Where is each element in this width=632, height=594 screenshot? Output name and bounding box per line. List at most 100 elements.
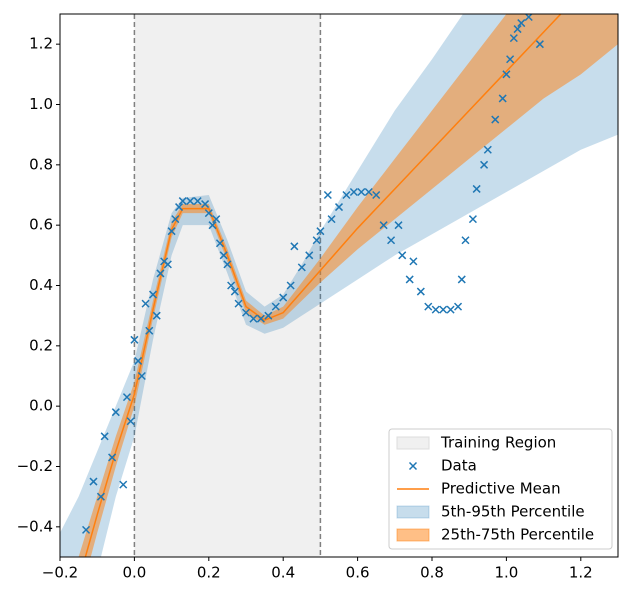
x-tick-label: 0.2: [197, 564, 221, 582]
data-point: [264, 311, 273, 320]
y-tick-label: 0.8: [29, 155, 53, 173]
data-point: [100, 432, 109, 441]
x-tick-label: 0.6: [346, 564, 370, 582]
data-point: [215, 239, 224, 248]
data-point: [156, 269, 165, 278]
data-point: [130, 335, 139, 344]
data-point: [193, 197, 202, 206]
data-point: [230, 287, 239, 296]
data-point: [357, 187, 366, 197]
data-point: [468, 215, 477, 224]
data-point: [349, 187, 358, 197]
data-point: [290, 242, 299, 251]
data-point: [111, 408, 120, 417]
legend-label: Training Region: [440, 434, 556, 452]
x-tick-label: −0.2: [42, 564, 78, 582]
data-point: [506, 55, 515, 64]
data-point: [316, 227, 325, 236]
plot-area: [60, 14, 618, 557]
y-tick-label: 0.4: [29, 276, 53, 294]
data-point: [409, 257, 418, 266]
data-point: [141, 299, 150, 308]
data-point: [405, 275, 414, 284]
data-point: [219, 251, 228, 260]
y-tick-label: 0.6: [29, 216, 53, 234]
data-point: [424, 302, 433, 311]
data-point: [167, 227, 176, 236]
legend-label: Data: [441, 457, 477, 475]
data-point: [241, 308, 251, 317]
data-point: [152, 311, 161, 320]
data-point: [535, 40, 544, 49]
data-point: [204, 209, 213, 218]
legend-box: [388, 428, 613, 550]
data-point: [271, 302, 280, 311]
data-point: [431, 305, 440, 314]
data-point: [509, 34, 518, 43]
data-point: [89, 477, 98, 486]
legend-label: 25th-75th Percentile: [441, 526, 594, 544]
data-point: [480, 160, 489, 169]
data-point: [297, 263, 306, 272]
data-point: [186, 197, 195, 206]
x-tick-label: 0.0: [122, 564, 146, 582]
data-point: [305, 251, 314, 260]
y-tick-label: 0.2: [29, 336, 53, 354]
data-point: [96, 492, 105, 501]
data-point: [256, 314, 265, 323]
data-point: [171, 215, 180, 224]
data-point: [387, 236, 396, 245]
data-point: [472, 184, 481, 193]
data-point: [148, 290, 158, 299]
data-point: [312, 236, 321, 245]
x-tick-label: 1.2: [569, 564, 593, 582]
data-point: [134, 356, 143, 365]
data-point: [524, 14, 533, 22]
data-point: [327, 215, 336, 224]
data-point: [439, 305, 448, 314]
y-tick-label: 1.0: [29, 95, 53, 113]
data-point: [364, 187, 373, 197]
legend-swatch: [396, 528, 430, 542]
data-point: [394, 221, 403, 230]
legend-label: 5th-95th Percentile: [441, 503, 585, 521]
data-point: [454, 302, 463, 311]
data-point: [416, 287, 425, 296]
y-tick-label: 1.2: [29, 35, 53, 53]
legend: Training Region Data Predictive Mean 5th-95…: [388, 428, 613, 550]
data-point: [178, 197, 187, 206]
data-point: [498, 94, 507, 103]
data-point: [279, 293, 288, 302]
data-point: [163, 260, 172, 269]
data-point: [502, 70, 511, 79]
legend-marker: [408, 461, 418, 471]
data-point: [483, 145, 492, 154]
percentile-band: [78, 14, 618, 557]
training-region: [134, 14, 321, 557]
data-point: [137, 371, 146, 381]
data-point: [145, 326, 154, 335]
data-point: [227, 281, 236, 290]
data-point: [175, 203, 184, 212]
x-tick-label: 0.8: [420, 564, 444, 582]
data-point: [372, 190, 381, 200]
legend-label: Predictive Mean: [441, 480, 561, 498]
data-point: [491, 115, 500, 124]
data-point: [323, 190, 332, 200]
data-point: [234, 299, 243, 308]
mean-line: [84, 14, 562, 557]
data-point: [208, 221, 217, 230]
y-tick-label: −0.2: [17, 457, 53, 475]
data-point: [286, 281, 295, 290]
y-tick-label: −0.4: [17, 517, 53, 535]
data-point: [122, 393, 131, 402]
data-point: [517, 19, 526, 28]
data-point: [513, 25, 522, 34]
axes: −0.2 0.0 0.2 0.4 0.6 0.8 1.0 1.2 −0.4 −0.2 0.0 0.2 0…: [17, 35, 593, 582]
data-point: [212, 215, 221, 224]
data-point: [379, 221, 388, 230]
legend-swatch: [396, 505, 430, 519]
data-point: [82, 525, 91, 534]
data-point: [108, 453, 117, 462]
